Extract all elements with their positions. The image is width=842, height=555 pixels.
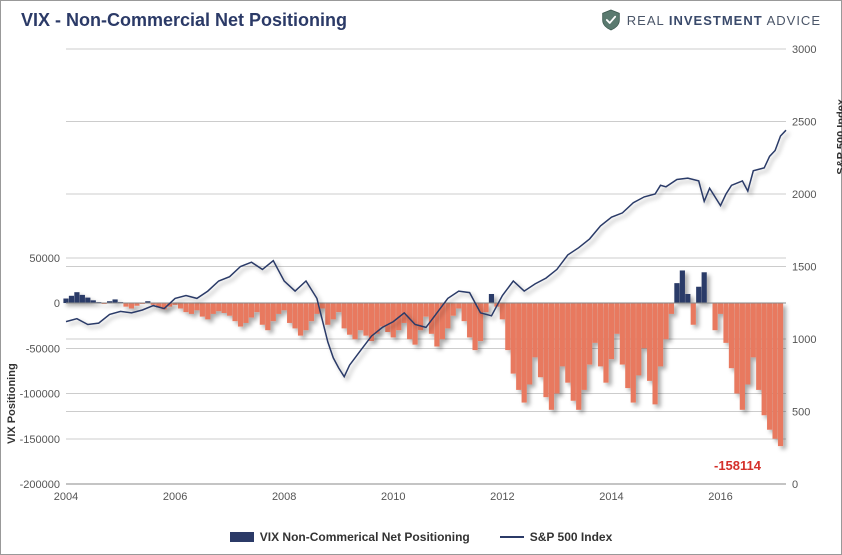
svg-text:1000: 1000 [792, 334, 816, 346]
svg-text:2012: 2012 [490, 491, 514, 503]
legend-item-line: S&P 500 Index [500, 530, 613, 544]
svg-text:0: 0 [54, 298, 60, 310]
svg-text:2500: 2500 [792, 117, 816, 129]
brand-text: REAL INVESTMENT ADVICE [627, 13, 821, 28]
y-axis-left-label: VIX Positioning [6, 363, 18, 444]
chart-title: VIX - Non-Commercial Net Positioning [21, 10, 347, 31]
chart-callout: -158114 [714, 458, 761, 473]
svg-text:2014: 2014 [599, 491, 623, 503]
svg-text:-100000: -100000 [20, 389, 60, 401]
legend-item-bars: VIX Non-Commerical Net Positioning [230, 530, 470, 544]
chart-header: VIX - Non-Commercial Net Positioning REA… [1, 1, 841, 35]
brand-logo: REAL INVESTMENT ADVICE [601, 9, 821, 31]
brand-word-1: REAL [627, 13, 664, 28]
svg-text:2000: 2000 [792, 189, 816, 201]
brand-word-3: ADVICE [767, 13, 821, 28]
brand-word-2: INVESTMENT [669, 13, 763, 28]
chart-svg: 050010001500200025003000-200000-150000-1… [66, 49, 786, 484]
legend-label-bars: VIX Non-Commerical Net Positioning [260, 530, 470, 544]
legend-swatch-line [500, 536, 524, 538]
svg-text:500: 500 [792, 407, 810, 419]
svg-text:-150000: -150000 [20, 434, 60, 446]
svg-text:50000: 50000 [29, 253, 60, 265]
legend-swatch-bar [230, 532, 254, 542]
svg-text:2008: 2008 [272, 491, 296, 503]
shield-icon [601, 9, 621, 31]
svg-text:1500: 1500 [792, 262, 816, 274]
svg-text:2016: 2016 [708, 491, 732, 503]
chart-area: 050010001500200025003000-200000-150000-1… [66, 49, 786, 484]
svg-text:2010: 2010 [381, 491, 405, 503]
svg-text:3000: 3000 [792, 44, 816, 56]
svg-text:-200000: -200000 [20, 479, 60, 491]
y-axis-right-label: S&P 500 Index [836, 99, 842, 175]
svg-text:2004: 2004 [54, 491, 78, 503]
legend-label-line: S&P 500 Index [530, 530, 613, 544]
svg-text:-50000: -50000 [26, 343, 60, 355]
chart-legend: VIX Non-Commerical Net Positioning S&P 5… [1, 530, 841, 544]
svg-text:2006: 2006 [163, 491, 187, 503]
svg-text:0: 0 [792, 479, 798, 491]
